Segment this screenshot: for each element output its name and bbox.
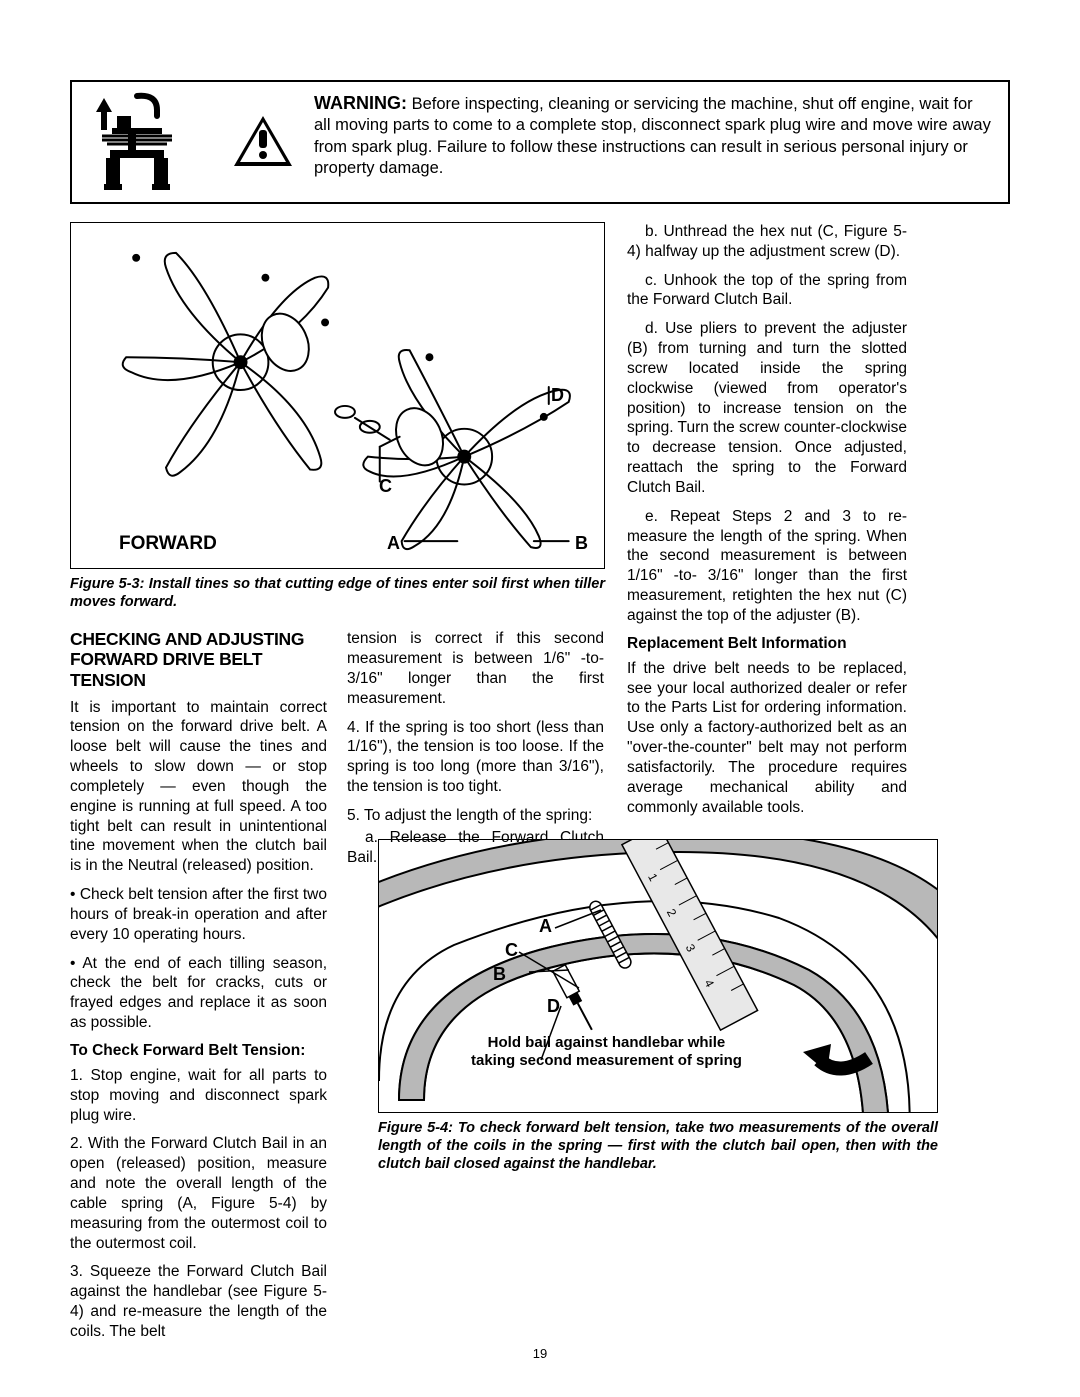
warning-label: WARNING:: [314, 93, 407, 113]
bullet-1: • Check belt tension after the first two…: [70, 885, 327, 944]
page-number: 19: [533, 1346, 547, 1361]
fig53-label-D: D: [551, 385, 564, 406]
figure-5-4: 1 2 3 4: [378, 839, 938, 1113]
warning-icons: [82, 92, 294, 192]
figure-5-3: C D A B FORWARD: [70, 222, 605, 569]
step-4: 4. If the spring is too short (less than…: [347, 718, 604, 797]
figure-5-3-caption: Figure 5-3: Install tines so that cuttin…: [70, 575, 605, 611]
fig53-label-B: B: [575, 533, 588, 554]
subcol-left: CHECKING AND ADJUSTING FORWARD DRIVE BEL…: [70, 629, 327, 1350]
warning-text: WARNING: Before inspecting, cleaning or …: [314, 92, 992, 180]
fig54-label-C: C: [505, 940, 518, 961]
step-2: 2. With the Forward Clutch Bail in an op…: [70, 1134, 327, 1253]
p-replacement: If the drive belt needs to be replaced, …: [627, 659, 907, 818]
step-5: 5. To adjust the length of the spring:: [347, 806, 604, 826]
left-column: C D A B FORWARD Figure 5-3: Install tine…: [70, 222, 605, 1351]
heading-belt-tension: CHECKING AND ADJUSTING FORWARD DRIVE BEL…: [70, 629, 327, 689]
fig54-label-A: A: [539, 916, 552, 937]
fig54-instr-line2: taking second measurement of spring: [471, 1052, 742, 1070]
fig54-instruction: Hold bail against handlebar while taking…: [471, 1034, 742, 1070]
step-e: e. Repeat Steps 2 and 3 to re-measure th…: [627, 507, 907, 626]
fig53-forward: FORWARD: [119, 533, 217, 555]
fig54-label-D: D: [547, 996, 560, 1017]
fig53-label-C: C: [379, 476, 392, 497]
fig54-instr-line1: Hold bail against handlebar while: [471, 1034, 742, 1052]
right-column: b. Unthread the hex nut (C, Figure 5-4) …: [627, 222, 907, 1351]
main-area: C D A B FORWARD Figure 5-3: Install tine…: [70, 222, 1010, 1351]
warning-triangle-icon: [232, 114, 294, 170]
fig53-label-A: A: [387, 533, 400, 554]
step-b: b. Unthread the hex nut (C, Figure 5-4) …: [627, 222, 907, 262]
step-d: d. Use pliers to prevent the adjuster (B…: [627, 319, 907, 497]
figure-5-4-wrap: 1 2 3 4: [378, 839, 938, 1173]
warning-box: WARNING: Before inspecting, cleaning or …: [70, 80, 1010, 204]
step-3b: tension is correct if this second measur…: [347, 629, 604, 708]
step-3a: 3. Squeeze the Forward Clutch Bail again…: [70, 1262, 327, 1341]
figure-5-4-caption: Figure 5-4: To check forward belt tensio…: [378, 1119, 938, 1173]
step-c: c. Unhook the top of the spring from the…: [627, 271, 907, 311]
bullet-2: • At the end of each tilling season, che…: [70, 954, 327, 1033]
subheading-check: To Check Forward Belt Tension:: [70, 1042, 327, 1060]
shutoff-icon: [82, 92, 192, 192]
subheading-replacement: Replacement Belt Information: [627, 635, 907, 653]
warning-body: Before inspecting, cleaning or servicing…: [314, 95, 991, 177]
p-intro: It is important to maintain correct tens…: [70, 698, 327, 876]
step-1: 1. Stop engine, wait for all parts to st…: [70, 1066, 327, 1125]
fig54-label-B: B: [493, 964, 506, 985]
